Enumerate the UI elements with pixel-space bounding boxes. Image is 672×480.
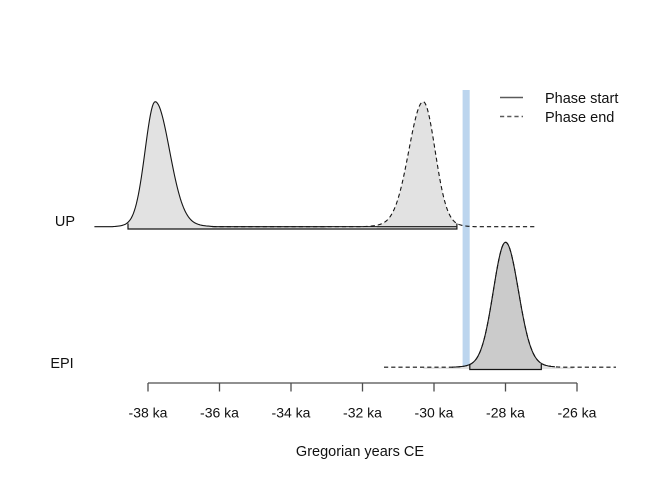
up-hpd-bracket xyxy=(127,223,458,230)
x-axis-tick-label: -38 ka xyxy=(129,405,168,421)
up-start-density-curve xyxy=(94,101,457,228)
row-label-up: UP xyxy=(55,214,75,230)
x-axis-tick-label: -28 ka xyxy=(486,405,525,421)
density-fill-layer xyxy=(128,101,574,369)
event-marker-bar xyxy=(462,90,470,366)
legend-phase-start-label: Phase start xyxy=(545,91,618,107)
density-curve-layer xyxy=(94,101,616,368)
x-axis-tick-label: -32 ka xyxy=(343,405,382,421)
epi-hpd-bracket xyxy=(469,364,542,371)
x-axis-tick-labels: -38 ka -36 ka -34 ka -32 ka -30 ka -28 ka -26 … xyxy=(129,405,597,421)
x-axis-tick-label: -30 ka xyxy=(415,405,454,421)
density-fill xyxy=(128,101,327,229)
legend-phase-end-label: Phase end xyxy=(545,110,614,126)
density-fill xyxy=(469,242,542,369)
up-end-density-curve xyxy=(212,101,536,228)
x-axis xyxy=(147,382,578,392)
x-axis-title: Gregorian years CE xyxy=(296,444,424,460)
epi-end-density-curve xyxy=(384,241,616,368)
event-marker-layer xyxy=(462,90,470,366)
row-label-epi: EPI xyxy=(50,356,73,372)
x-axis-tick-label: -34 ka xyxy=(272,405,311,421)
hpd-bracket-layer xyxy=(127,223,542,371)
x-axis-tick-label: -26 ka xyxy=(558,405,597,421)
legend: Phase start Phase end xyxy=(500,91,618,126)
density-fill xyxy=(376,101,457,229)
x-axis-tick-label: -36 ka xyxy=(200,405,239,421)
